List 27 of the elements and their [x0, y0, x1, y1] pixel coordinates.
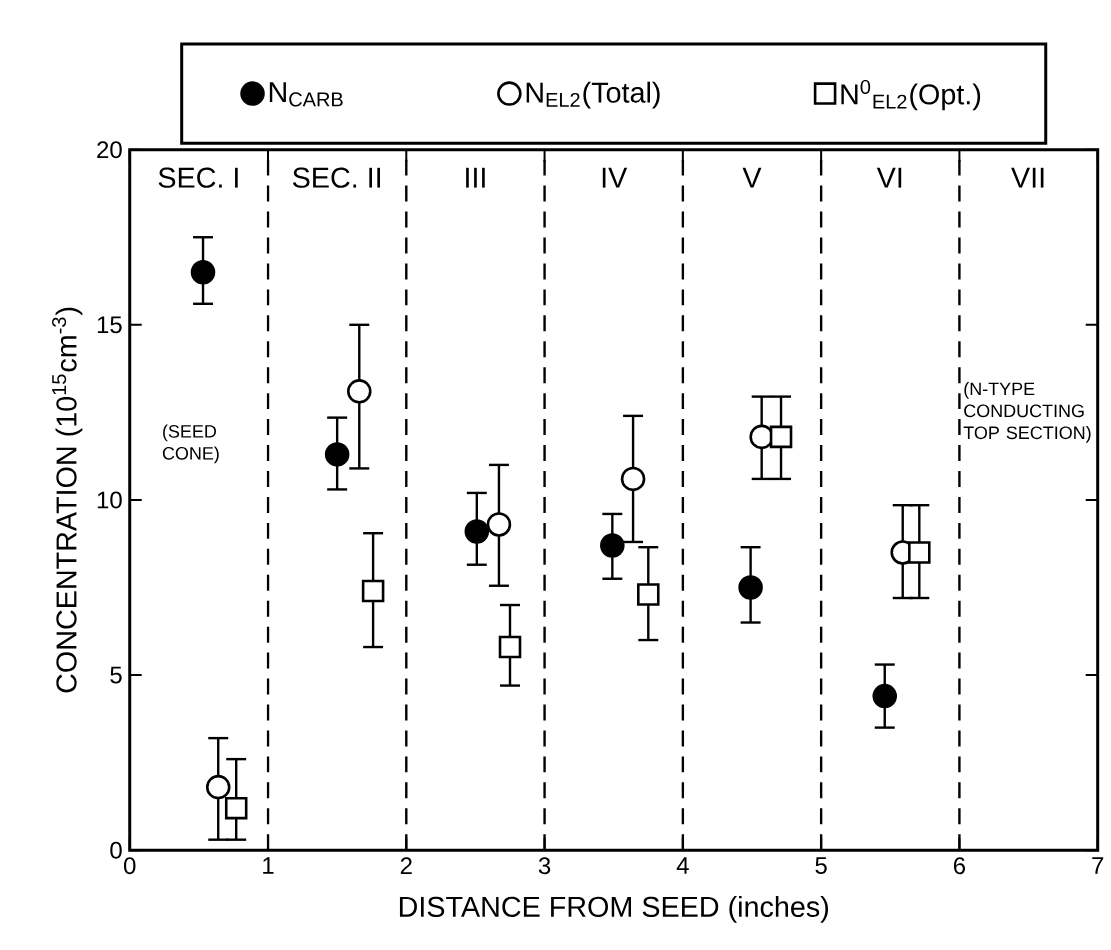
x-tick-label: 3: [538, 857, 551, 875]
x-axis-title: DISTANCE FROM SEED (inches): [399, 895, 829, 923]
annotation: V: [742, 167, 762, 188]
y-tick-label: 20: [97, 141, 122, 159]
x-tick-label: 2: [400, 857, 412, 874]
annotation: IV: [602, 167, 628, 188]
legend-label: N$_{EL2}$(Total): [526, 81, 660, 109]
y-tick-label: 15: [97, 316, 122, 334]
x-tick-label: 1: [263, 857, 274, 874]
x-tick-label: 4: [676, 857, 689, 874]
annotation: VII: [1011, 167, 1044, 188]
annotation: SEC. II: [292, 167, 380, 188]
y-axis-title: CONCENTRATION (10$^{15}$cm$^{-3}$): [52, 307, 83, 693]
y-tick-label: 10: [97, 491, 122, 509]
legend-label: N$^{0}$$_{EL2}$(Opt.): [841, 79, 981, 111]
y-tick-label: 0: [110, 841, 122, 859]
annotation: SEC. I: [158, 167, 238, 188]
y-tick-label: 5: [110, 666, 122, 684]
x-tick-label: 6: [953, 857, 966, 875]
x-tick-label: 0: [124, 857, 136, 875]
annotation: III: [466, 167, 485, 188]
annotation: (SEED CONE): [162, 424, 219, 464]
x-tick-label: 5: [815, 857, 827, 874]
x-tick-label: 7: [1092, 857, 1104, 874]
legend-label: N$_{CARB}$: [269, 82, 343, 107]
annotation: VI: [876, 167, 902, 188]
annotation: (N-TYPE CONDUCTING TOP SECTION): [963, 382, 1091, 443]
